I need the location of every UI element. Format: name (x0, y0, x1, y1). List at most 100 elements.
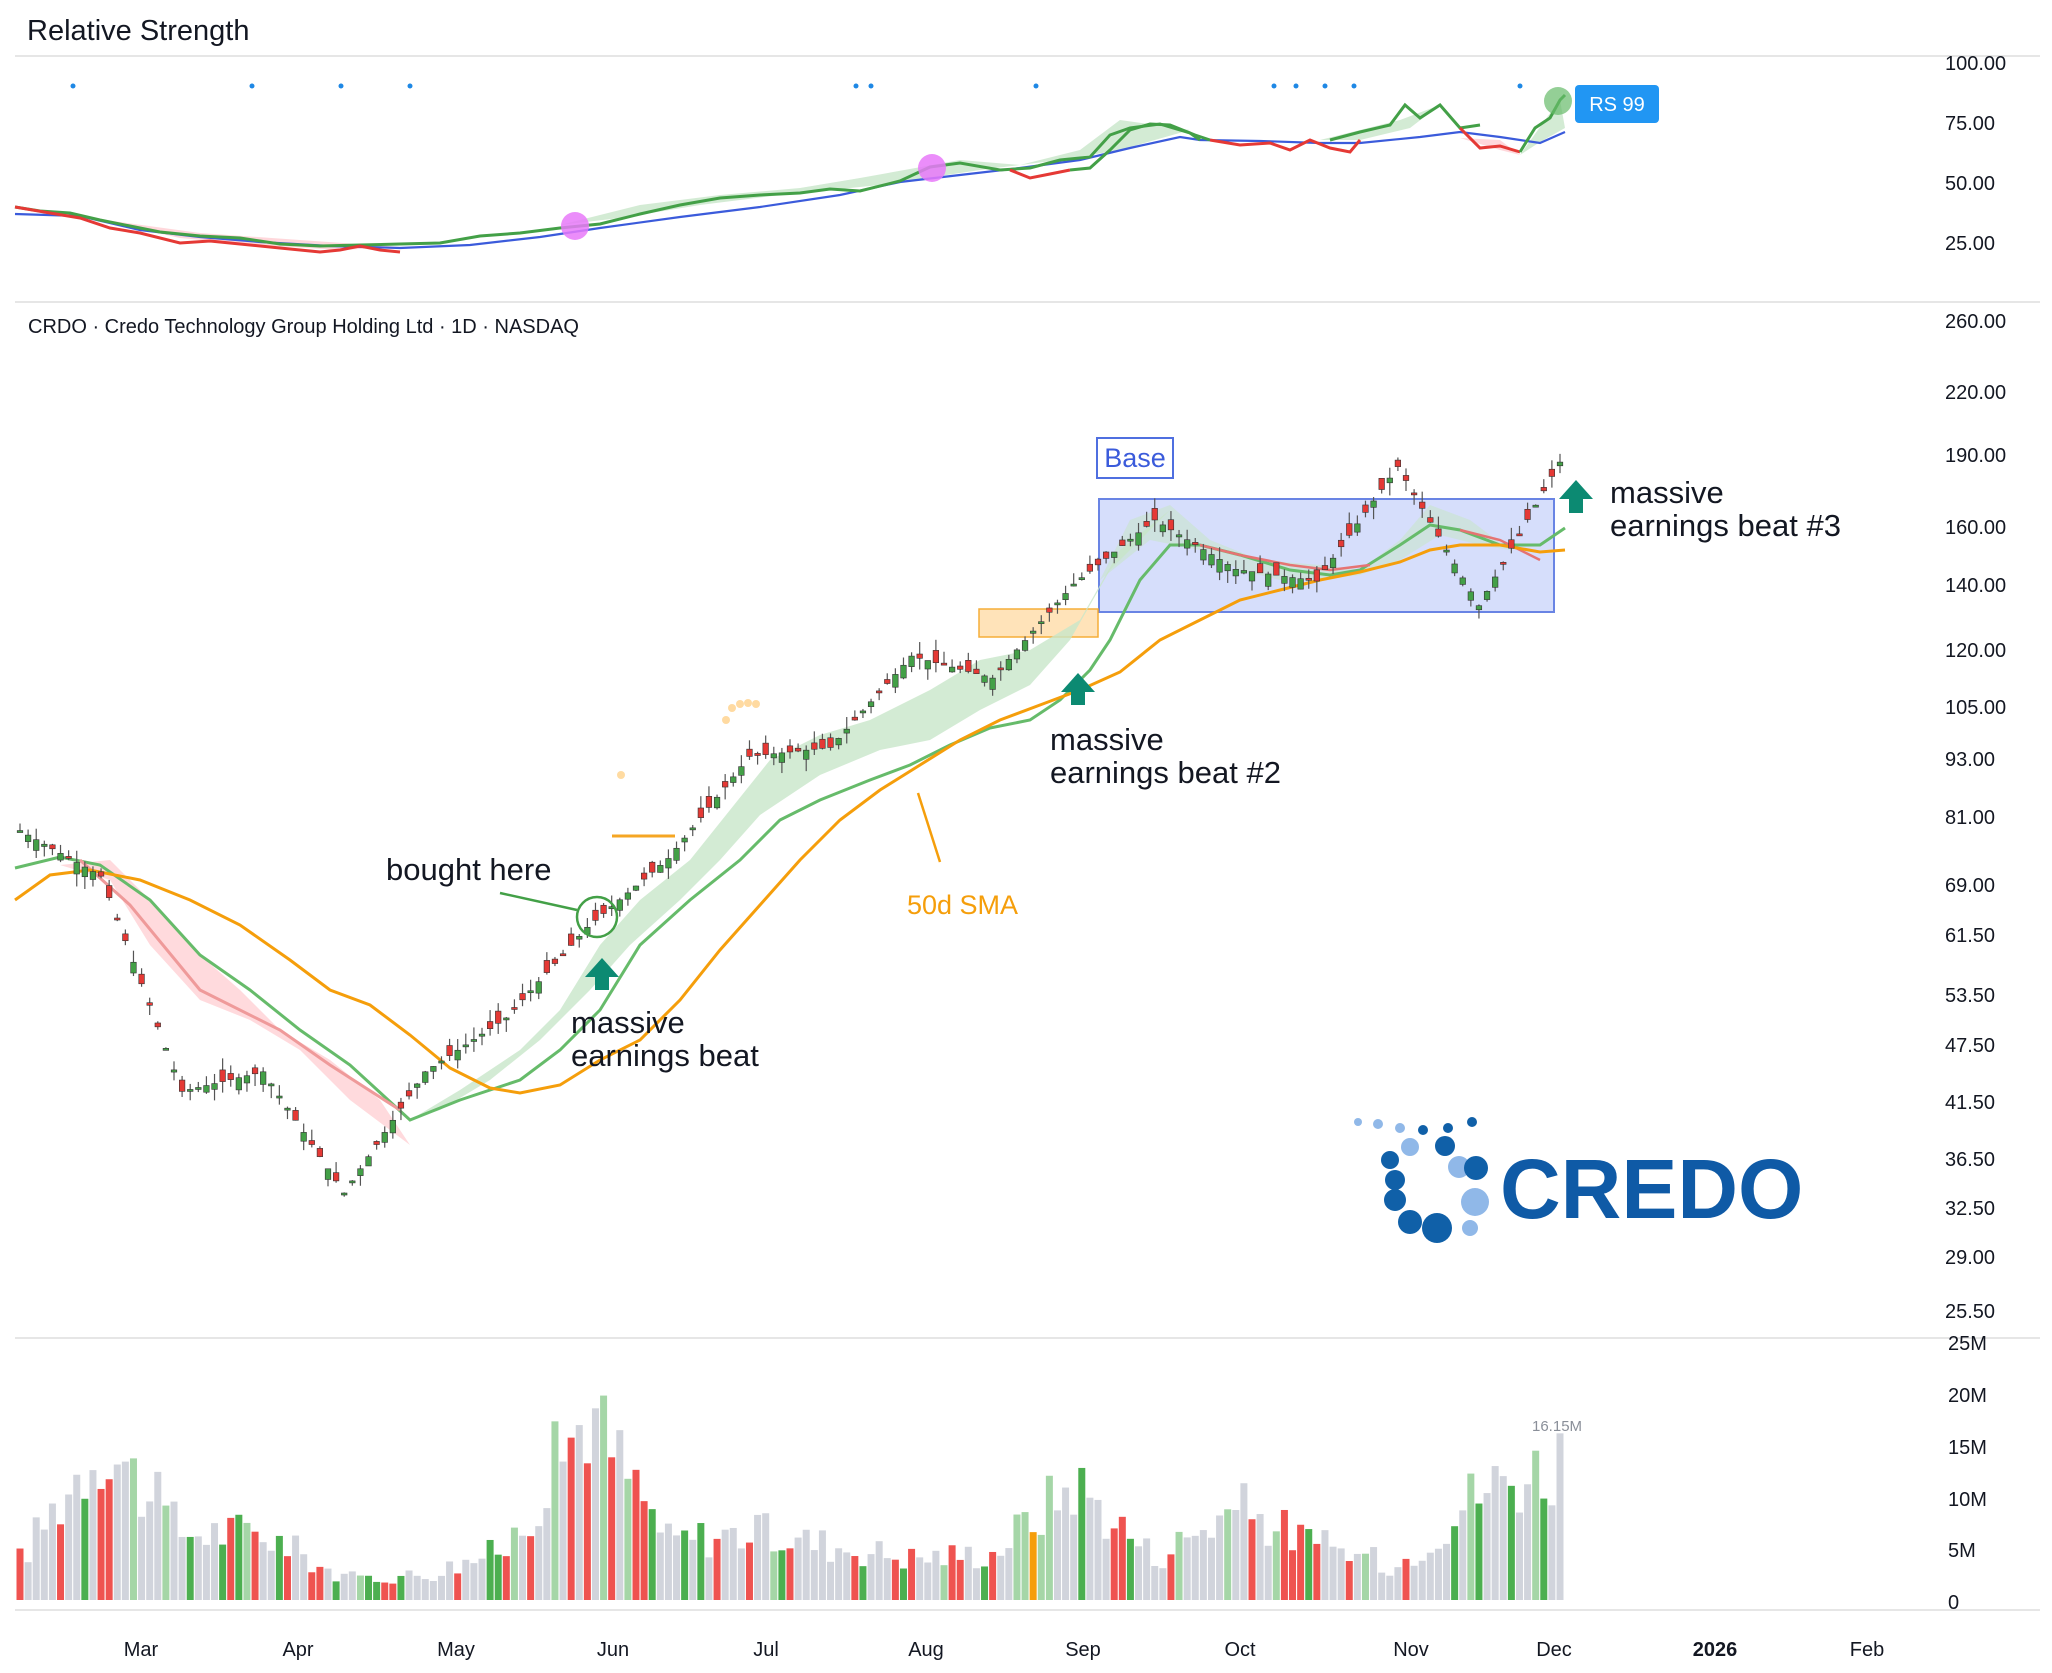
bought-here-circle (575, 895, 619, 939)
candle-body (1046, 607, 1053, 613)
volume-bar (154, 1471, 162, 1600)
volume-bar (1126, 1538, 1134, 1600)
candle-body (819, 738, 826, 749)
volume-bar (818, 1530, 826, 1600)
candle-body (422, 1071, 429, 1083)
volume-axis-tick: 10M (1948, 1489, 1987, 1511)
volume-bar (454, 1573, 462, 1600)
candle-body (940, 662, 948, 666)
earnings-arrow-3-head (1559, 480, 1593, 499)
candle-body (1281, 576, 1288, 584)
logo-dot (1395, 1123, 1405, 1133)
candle-body (33, 839, 40, 851)
candle-body (908, 655, 915, 667)
volume-bar (1118, 1516, 1126, 1600)
rs-dot (1351, 83, 1357, 89)
earnings-arrow-3 (1559, 480, 1593, 513)
volume-bar (308, 1572, 316, 1600)
volume-bar (835, 1548, 843, 1600)
volume-bar (883, 1558, 891, 1600)
candle-body (1005, 658, 1012, 671)
earnings-arrow-1-shaft (595, 976, 609, 990)
candle-body (957, 665, 964, 670)
volume-bar (97, 1488, 105, 1600)
volume-bar (843, 1552, 851, 1600)
candle-body (1143, 521, 1150, 527)
x-axis-label: Apr (282, 1639, 313, 1661)
candle-body (1386, 477, 1393, 484)
volume-bar (575, 1425, 583, 1600)
logo-dot (1467, 1117, 1477, 1127)
earnings-arrow-2 (1061, 673, 1095, 705)
volume-bar (186, 1536, 194, 1600)
ema-base-red-line (1459, 528, 1541, 562)
candle-body (1459, 577, 1466, 585)
volume-bar (1240, 1483, 1248, 1600)
candle-body (243, 1075, 251, 1084)
price-axis-tick: 47.50 (1945, 1035, 1995, 1057)
candle-body (1532, 504, 1539, 508)
candle-body (487, 1021, 494, 1030)
rs-dot (1322, 83, 1328, 89)
volume-bar (1451, 1526, 1459, 1600)
volume-bar (899, 1568, 907, 1600)
candle-body (41, 843, 48, 847)
volume-bar (16, 1548, 24, 1600)
volume-bar (397, 1575, 405, 1600)
candle-body (470, 1039, 477, 1042)
volume-bar (778, 1550, 786, 1600)
x-axis-label: Jul (753, 1639, 779, 1661)
rs-badge: RS 99 (1575, 85, 1659, 123)
price-axis-tick: 69.00 (1945, 875, 1995, 897)
price-axis: 260.00 220.00 190.00 160.00 140.00 120.0… (1945, 311, 2006, 1323)
volume-bar (1159, 1568, 1167, 1600)
candle-body (973, 668, 980, 675)
candle-body (843, 728, 850, 734)
candle-body (1021, 640, 1029, 651)
volume-bar (413, 1575, 421, 1600)
candle-body (219, 1069, 226, 1082)
volume-bar (1224, 1509, 1232, 1600)
earnings-arrow-1-head (585, 958, 619, 977)
volume-bar (478, 1558, 486, 1600)
volume-bar (1402, 1558, 1410, 1600)
x-axis-label: Feb (1850, 1639, 1884, 1661)
earnings-beat-2-label: massive earnings beat #2 (1050, 722, 1281, 790)
sma-label-pointer (916, 792, 942, 863)
volume-bar (1321, 1530, 1329, 1600)
candle-body (900, 664, 907, 679)
bought-here-pointer (499, 891, 578, 912)
volume-bar (567, 1437, 575, 1600)
volume-bar (1013, 1514, 1021, 1600)
candle-body (738, 766, 745, 776)
volume-bar (713, 1538, 721, 1600)
candle-body (722, 781, 729, 788)
logo-dot (1381, 1151, 1399, 1169)
rs-dot (249, 83, 255, 89)
earnings-beat-1-line1: massive (571, 1005, 685, 1040)
candle-body (1451, 563, 1458, 574)
volume-bar (640, 1501, 648, 1600)
volume-axis-tick: 20M (1948, 1385, 1987, 1407)
candle-body (1248, 571, 1256, 582)
candle-body (1492, 576, 1499, 588)
volume-bar (40, 1529, 48, 1600)
candle-body (867, 701, 875, 707)
rs-marker (918, 154, 946, 182)
candle-body (1111, 551, 1118, 558)
sma-label: 50d SMA (907, 890, 1018, 920)
volume-bar (1037, 1534, 1045, 1600)
candle-body (349, 1180, 356, 1184)
volume-bar (737, 1548, 745, 1600)
candle-body (1378, 477, 1385, 490)
volume-bar (365, 1575, 373, 1600)
candle-body (1030, 630, 1037, 634)
volume-bar (1459, 1510, 1467, 1600)
volume-bar (162, 1505, 170, 1600)
candle-body (762, 742, 769, 755)
candle-body (300, 1132, 307, 1142)
volume-bar (745, 1542, 753, 1600)
logo-dot (1435, 1136, 1455, 1156)
price-axis-tick: 160.00 (1945, 517, 2006, 539)
volume-bar (867, 1554, 875, 1600)
